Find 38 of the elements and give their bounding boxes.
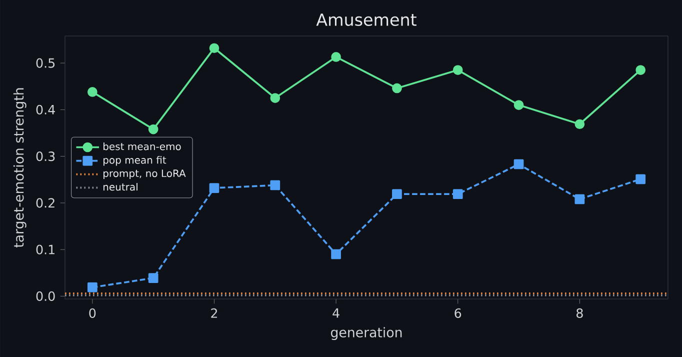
point — [514, 100, 524, 110]
chart-title: Amusement — [316, 14, 416, 26]
point — [392, 189, 402, 200]
legend-label: prompt, no LoRA — [104, 170, 186, 180]
point — [87, 282, 98, 292]
point — [331, 52, 341, 62]
x-tick-label: 2 — [211, 308, 217, 318]
point — [209, 183, 220, 193]
x-tick-label: 8 — [576, 308, 583, 318]
x-tick-label: 0 — [89, 308, 96, 318]
legend-label: pop mean fit — [104, 156, 166, 166]
point — [331, 249, 341, 260]
y-tick-label: 0.3 — [36, 152, 55, 162]
point — [636, 174, 646, 184]
point — [452, 189, 463, 200]
x-tick-label: 6 — [454, 308, 462, 318]
y-tick-label: 0.4 — [36, 104, 55, 114]
point — [270, 180, 280, 190]
point — [452, 65, 463, 75]
point — [148, 124, 158, 134]
point — [392, 83, 402, 94]
point — [148, 273, 158, 283]
x-tick-label: 4 — [332, 308, 340, 318]
y-tick-label: 0.1 — [36, 244, 54, 254]
y-tick-label: 0.5 — [36, 58, 55, 68]
y-tick-label: 0.2 — [36, 198, 54, 208]
legend-label: neutral — [104, 182, 138, 191]
x-axis-title: generation — [330, 327, 402, 340]
point — [514, 159, 524, 170]
y-axis-title: target-emotion strength — [13, 88, 26, 248]
point — [574, 119, 585, 130]
y-tick-label: 0.0 — [36, 291, 55, 301]
point — [270, 93, 280, 103]
point — [574, 194, 585, 204]
point — [87, 87, 98, 97]
legend-label: best mean-emo — [104, 142, 181, 150]
point — [209, 43, 220, 54]
point — [636, 65, 646, 75]
